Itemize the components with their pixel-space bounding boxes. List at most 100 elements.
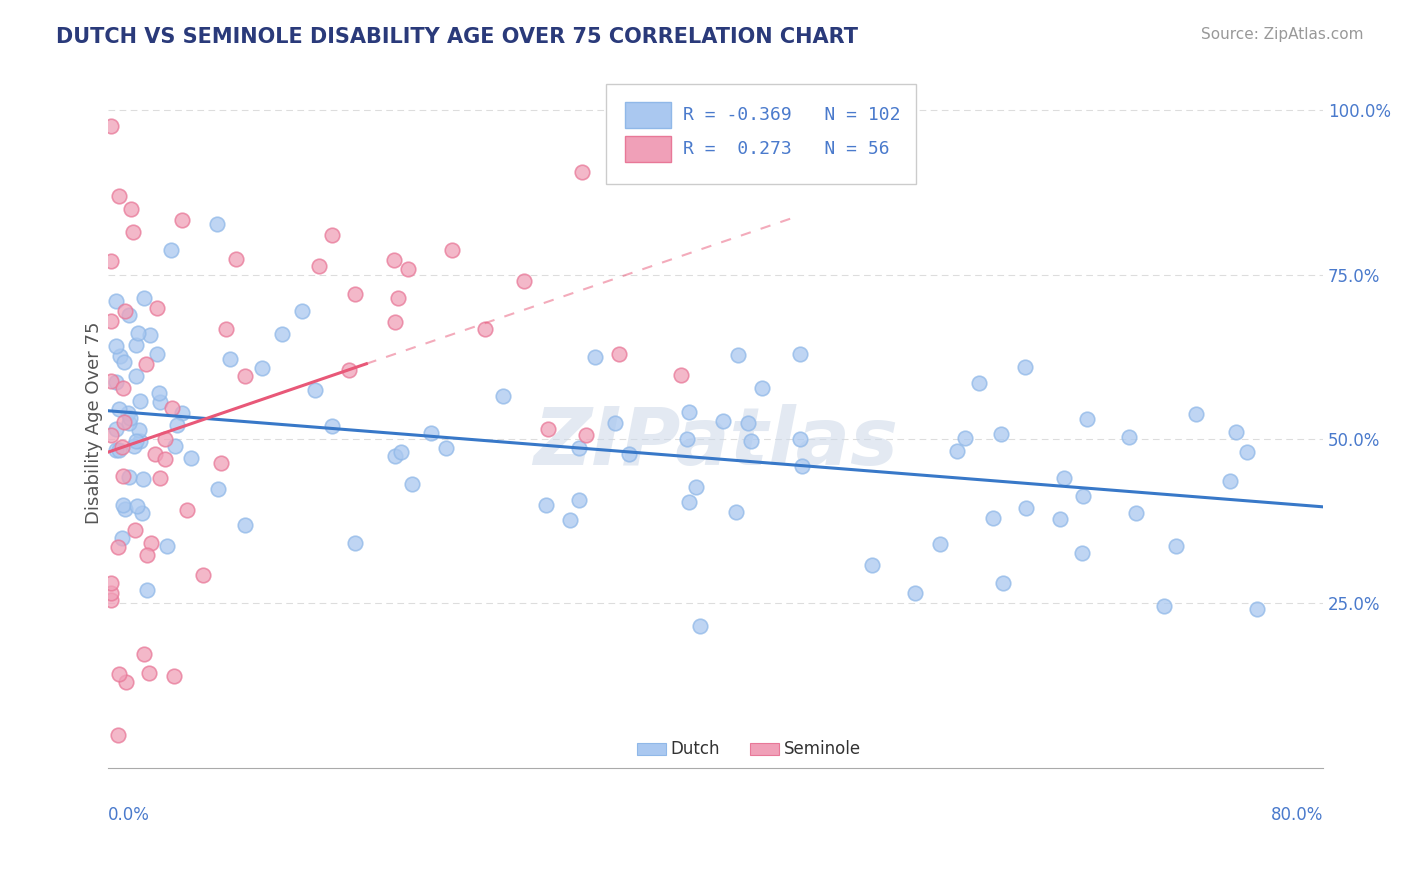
Point: [135, 357, 157, 371]
Point: [180, 450, 202, 465]
Point: [118, 416, 141, 430]
Point: [304, 383, 326, 397]
Point: [790, 459, 813, 474]
Point: [344, 536, 367, 550]
Point: [107, 402, 129, 417]
Point: [233, 518, 256, 533]
FancyBboxPatch shape: [624, 136, 671, 162]
Point: [124, 439, 146, 453]
Point: [170, 213, 193, 227]
Point: [125, 499, 148, 513]
Point: [145, 447, 167, 461]
Point: [141, 536, 163, 550]
Point: [124, 338, 146, 352]
Point: [134, 291, 156, 305]
Point: [100, 254, 122, 268]
Point: [991, 576, 1014, 591]
Point: [384, 253, 406, 268]
Point: [100, 313, 122, 327]
Point: [560, 512, 582, 526]
Point: [176, 503, 198, 517]
Point: [108, 189, 131, 203]
Point: [384, 315, 406, 329]
Point: [104, 442, 127, 457]
Point: [233, 369, 256, 384]
Point: [128, 434, 150, 449]
Y-axis label: Disability Age Over 75: Disability Age Over 75: [86, 321, 103, 524]
Point: [139, 328, 162, 343]
Point: [568, 441, 591, 455]
Point: [1053, 470, 1076, 484]
Point: [343, 286, 366, 301]
Point: [132, 472, 155, 486]
Point: [127, 326, 149, 340]
Point: [1246, 602, 1268, 616]
Point: [981, 510, 1004, 524]
Point: [163, 439, 186, 453]
Point: [271, 326, 294, 341]
FancyBboxPatch shape: [606, 85, 917, 185]
Point: [149, 471, 172, 485]
Point: [122, 226, 145, 240]
Point: [440, 243, 463, 257]
Point: [219, 352, 242, 367]
Point: [1071, 546, 1094, 560]
Point: [727, 348, 749, 362]
Text: ZIPatlas: ZIPatlas: [533, 404, 898, 483]
Point: [118, 308, 141, 322]
Point: [669, 368, 692, 383]
Point: [207, 218, 229, 232]
Point: [396, 262, 419, 277]
Point: [172, 406, 194, 420]
FancyBboxPatch shape: [749, 743, 779, 756]
Point: [108, 666, 131, 681]
Point: [789, 432, 811, 446]
Point: [160, 401, 183, 415]
Point: [689, 619, 711, 633]
Point: [250, 360, 273, 375]
Point: [138, 665, 160, 680]
FancyBboxPatch shape: [624, 102, 671, 128]
Point: [225, 252, 247, 267]
Point: [1118, 429, 1140, 443]
Point: [155, 432, 177, 446]
Point: [136, 548, 159, 562]
Point: [474, 322, 496, 336]
Point: [711, 414, 734, 428]
Point: [1225, 425, 1247, 440]
Point: [436, 441, 458, 455]
Text: R =  0.273   N = 56: R = 0.273 N = 56: [683, 140, 890, 158]
Point: [617, 447, 640, 461]
Point: [112, 416, 135, 430]
Point: [860, 558, 883, 572]
Point: [120, 202, 142, 216]
Point: [1071, 489, 1094, 503]
Text: DUTCH VS SEMINOLE DISABILITY AGE OVER 75 CORRELATION CHART: DUTCH VS SEMINOLE DISABILITY AGE OVER 75…: [56, 27, 858, 46]
Point: [118, 469, 141, 483]
Point: [104, 422, 127, 436]
Point: [112, 355, 135, 369]
Point: [420, 426, 443, 441]
Point: [111, 532, 134, 546]
Point: [401, 477, 423, 491]
Point: [207, 483, 229, 497]
Point: [114, 304, 136, 318]
Text: Seminole: Seminole: [783, 740, 860, 758]
Point: [308, 259, 330, 273]
Point: [104, 293, 127, 308]
Point: [108, 349, 131, 363]
Point: [904, 586, 927, 600]
Point: [100, 592, 122, 607]
Text: R = -0.369   N = 102: R = -0.369 N = 102: [683, 106, 900, 124]
Point: [571, 165, 593, 179]
Point: [1015, 501, 1038, 516]
Point: [575, 427, 598, 442]
Point: [111, 381, 134, 395]
Point: [118, 410, 141, 425]
Point: [111, 440, 134, 454]
Point: [1219, 474, 1241, 488]
Point: [536, 422, 558, 436]
Point: [1166, 539, 1188, 553]
Point: [166, 418, 188, 433]
Point: [132, 647, 155, 661]
